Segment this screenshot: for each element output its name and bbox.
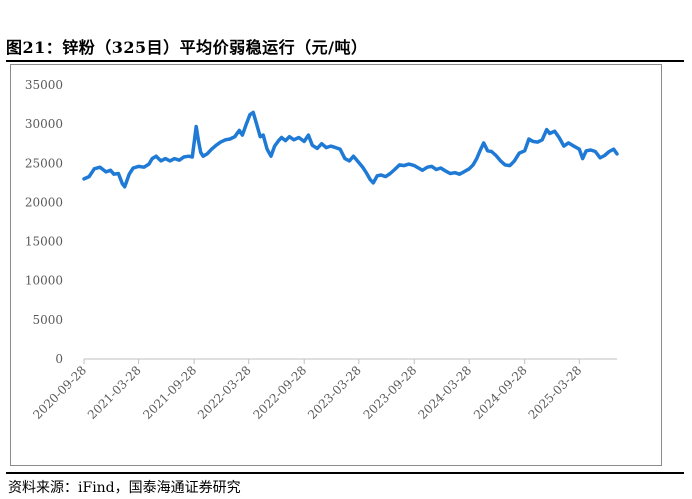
y-tick-label: 10000: [25, 274, 63, 288]
x-tick-label: 2022-03-28: [195, 363, 254, 422]
y-tick-label: 20000: [25, 195, 63, 209]
x-tick-label: 2023-03-28: [305, 363, 364, 422]
y-tick-label: 25000: [25, 156, 63, 170]
x-tick-label: 2025-03-28: [526, 363, 585, 422]
series-line-0: [82, 110, 619, 189]
price-line-chart: 0 5000 10000 15000 20000 25000 30000 35000 2020…: [25, 78, 619, 422]
figure-title: 图21：锌粉（325目）平均价弱稳运行（元/吨）: [6, 38, 368, 57]
x-tick-label: 2023-09-28: [361, 363, 420, 422]
x-tick-label: 2024-03-28: [415, 363, 474, 422]
source-rule: [6, 472, 684, 474]
x-tick-label: 2021-03-28: [85, 363, 144, 422]
y-tick-label: 15000: [25, 235, 63, 249]
chart-frame: [10, 64, 662, 466]
title-rule: [6, 60, 684, 62]
x-tick-label: 2022-09-28: [250, 363, 309, 422]
series-group: [82, 110, 619, 189]
y-axis: 0 5000 10000 15000 20000 25000 30000 35000: [25, 78, 63, 366]
x-axis: 2020-09-282021-03-282021-09-282022-03-28…: [30, 358, 617, 422]
x-tick-label: 2024-09-28: [471, 363, 530, 422]
x-tick-label: 2020-09-28: [30, 363, 89, 422]
y-tick-label: 0: [55, 352, 63, 366]
source-note: 资料来源：iFind，国泰海通证券研究: [8, 480, 241, 496]
y-tick-label: 5000: [32, 313, 63, 327]
y-tick-label: 35000: [25, 78, 63, 92]
x-tick-label: 2021-09-28: [140, 363, 199, 422]
y-tick-label: 30000: [25, 117, 63, 131]
